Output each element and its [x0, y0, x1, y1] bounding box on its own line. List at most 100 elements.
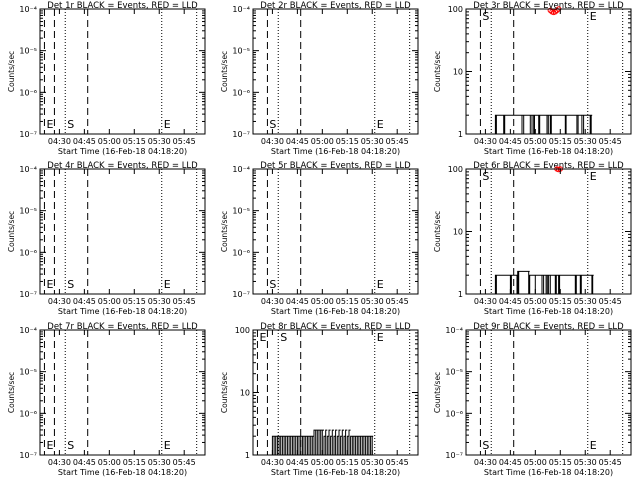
marker-label: S	[67, 118, 74, 131]
marker-label: S	[482, 439, 489, 452]
x-tick-label: 05:00	[98, 137, 121, 146]
y-tick-label: 10⁻⁶	[232, 88, 250, 97]
x-tick-label: 05:45	[599, 137, 622, 146]
x-tick-label: 05:45	[173, 137, 196, 146]
x-tick-label: 05:00	[311, 137, 334, 146]
y-tick-label: 100	[235, 326, 250, 335]
plot-frame	[252, 8, 419, 135]
y-tick-label: 10⁻⁷	[19, 130, 37, 139]
y-tick-label: 10⁻⁶	[232, 248, 250, 257]
x-tick-label: 05:30	[574, 297, 597, 306]
chart-title: Det 6r BLACK = Events, RED = LLD	[473, 161, 624, 171]
marker-label: E	[377, 118, 384, 131]
x-tick-label: 04:45	[499, 458, 522, 467]
x-tick-label: 05:45	[173, 458, 196, 467]
marker-label: S	[280, 331, 287, 344]
x-tick-label: 05:45	[386, 137, 409, 146]
y-tick-label: 10⁻⁴	[19, 326, 37, 335]
y-tick-label: 10⁻⁷	[19, 290, 37, 299]
x-tick-label: 05:15	[549, 458, 572, 467]
marker-label: E	[377, 278, 384, 291]
y-axis-label: Counts/sec	[433, 211, 442, 252]
x-tick-label: 05:45	[599, 458, 622, 467]
chart-panel-2: Det 2r BLACK = Events, RED = LLD S E 10⁻⁷ 10…	[220, 1, 419, 156]
event-series	[271, 429, 374, 455]
chart-panel-9: Det 9r BLACK = Events, RED = LLD S E 10⁻⁷ 10…	[433, 322, 632, 477]
y-tick-label: 10	[240, 389, 250, 398]
x-tick-label: 04:30	[474, 458, 497, 467]
x-tick-label: 04:45	[286, 297, 309, 306]
x-tick-label: 05:30	[574, 137, 597, 146]
x-tick-label: 05:45	[173, 297, 196, 306]
x-tick-label: 05:45	[599, 297, 622, 306]
x-tick-label: 04:30	[48, 137, 71, 146]
marker-label: E	[46, 118, 53, 131]
y-tick-label: 10⁻⁵	[445, 368, 463, 377]
x-tick-label: 04:30	[261, 137, 284, 146]
x-tick-label: 05:15	[123, 458, 146, 467]
x-tick-label: 05:15	[336, 297, 359, 306]
y-axis-label: Counts/sec	[433, 372, 442, 413]
y-tick-label: 1	[458, 130, 463, 139]
x-tick-label: 04:45	[286, 458, 309, 467]
x-tick-label: 05:30	[148, 297, 171, 306]
x-axis-label: Start Time (16-Feb-18 04:18:20)	[271, 468, 400, 477]
marker-label: E	[590, 10, 597, 23]
x-tick-label: 05:00	[311, 458, 334, 467]
chart-title: Det 8r BLACK = Events, RED = LLD	[260, 322, 411, 332]
chart-panel-7: Det 7r BLACK = Events, RED = LLD E S E 10⁻⁷ 1…	[7, 322, 206, 477]
y-tick-label: 10⁻⁷	[232, 290, 250, 299]
x-tick-label: 04:30	[261, 297, 284, 306]
y-axis-label: Counts/sec	[7, 372, 16, 413]
y-tick-label: 10⁻⁴	[19, 165, 37, 174]
x-tick-label: 05:15	[123, 297, 146, 306]
y-axis-label: Counts/sec	[433, 51, 442, 92]
y-tick-label: 10⁻⁴	[232, 5, 250, 14]
y-tick-label: 10⁻⁶	[19, 248, 37, 257]
x-tick-label: 04:30	[474, 137, 497, 146]
marker-label: E	[590, 170, 597, 183]
marker-label: S	[269, 278, 276, 291]
marker-label: S	[67, 278, 74, 291]
x-tick-label: 04:30	[261, 458, 284, 467]
marker-label: S	[269, 118, 276, 131]
chart-title: Det 9r BLACK = Events, RED = LLD	[473, 322, 624, 332]
y-tick-label: 10⁻⁴	[19, 5, 37, 14]
x-tick-label: 05:30	[361, 297, 384, 306]
y-tick-label: 10⁻⁷	[19, 451, 37, 460]
plot-frame	[39, 329, 206, 456]
x-tick-label: 04:45	[286, 137, 309, 146]
x-tick-label: 05:30	[574, 458, 597, 467]
x-tick-label: 05:00	[524, 137, 547, 146]
y-tick-label: 10⁻⁶	[19, 409, 37, 418]
y-tick-label: 10⁻⁷	[445, 451, 463, 460]
y-tick-label: 10	[453, 228, 463, 237]
x-tick-label: 05:00	[524, 458, 547, 467]
x-tick-label: 05:00	[98, 297, 121, 306]
x-tick-label: 04:45	[73, 297, 96, 306]
x-tick-label: 05:45	[386, 458, 409, 467]
chart-panel-5: Det 5r BLACK = Events, RED = LLD S E 10⁻⁷ 10…	[220, 161, 419, 316]
plot-frame	[465, 329, 632, 456]
y-tick-label: 10⁻⁴	[445, 326, 463, 335]
y-tick-label: 1	[245, 451, 250, 460]
x-tick-label: 05:15	[123, 137, 146, 146]
plot-frame	[39, 168, 206, 295]
event-series	[494, 270, 594, 294]
marker-label: E	[590, 439, 597, 452]
x-tick-label: 04:45	[73, 137, 96, 146]
x-tick-label: 04:45	[499, 137, 522, 146]
x-axis-label: Start Time (16-Feb-18 04:18:20)	[484, 307, 613, 316]
x-tick-label: 04:30	[474, 297, 497, 306]
marker-label: S	[482, 10, 489, 23]
x-tick-label: 05:00	[98, 458, 121, 467]
y-tick-label: 10⁻⁷	[232, 130, 250, 139]
marker-label: E	[377, 331, 384, 344]
x-tick-label: 05:00	[311, 297, 334, 306]
plot-frame	[39, 8, 206, 135]
x-tick-label: 05:15	[549, 137, 572, 146]
x-tick-label: 05:00	[524, 297, 547, 306]
y-axis-label: Counts/sec	[220, 51, 229, 92]
